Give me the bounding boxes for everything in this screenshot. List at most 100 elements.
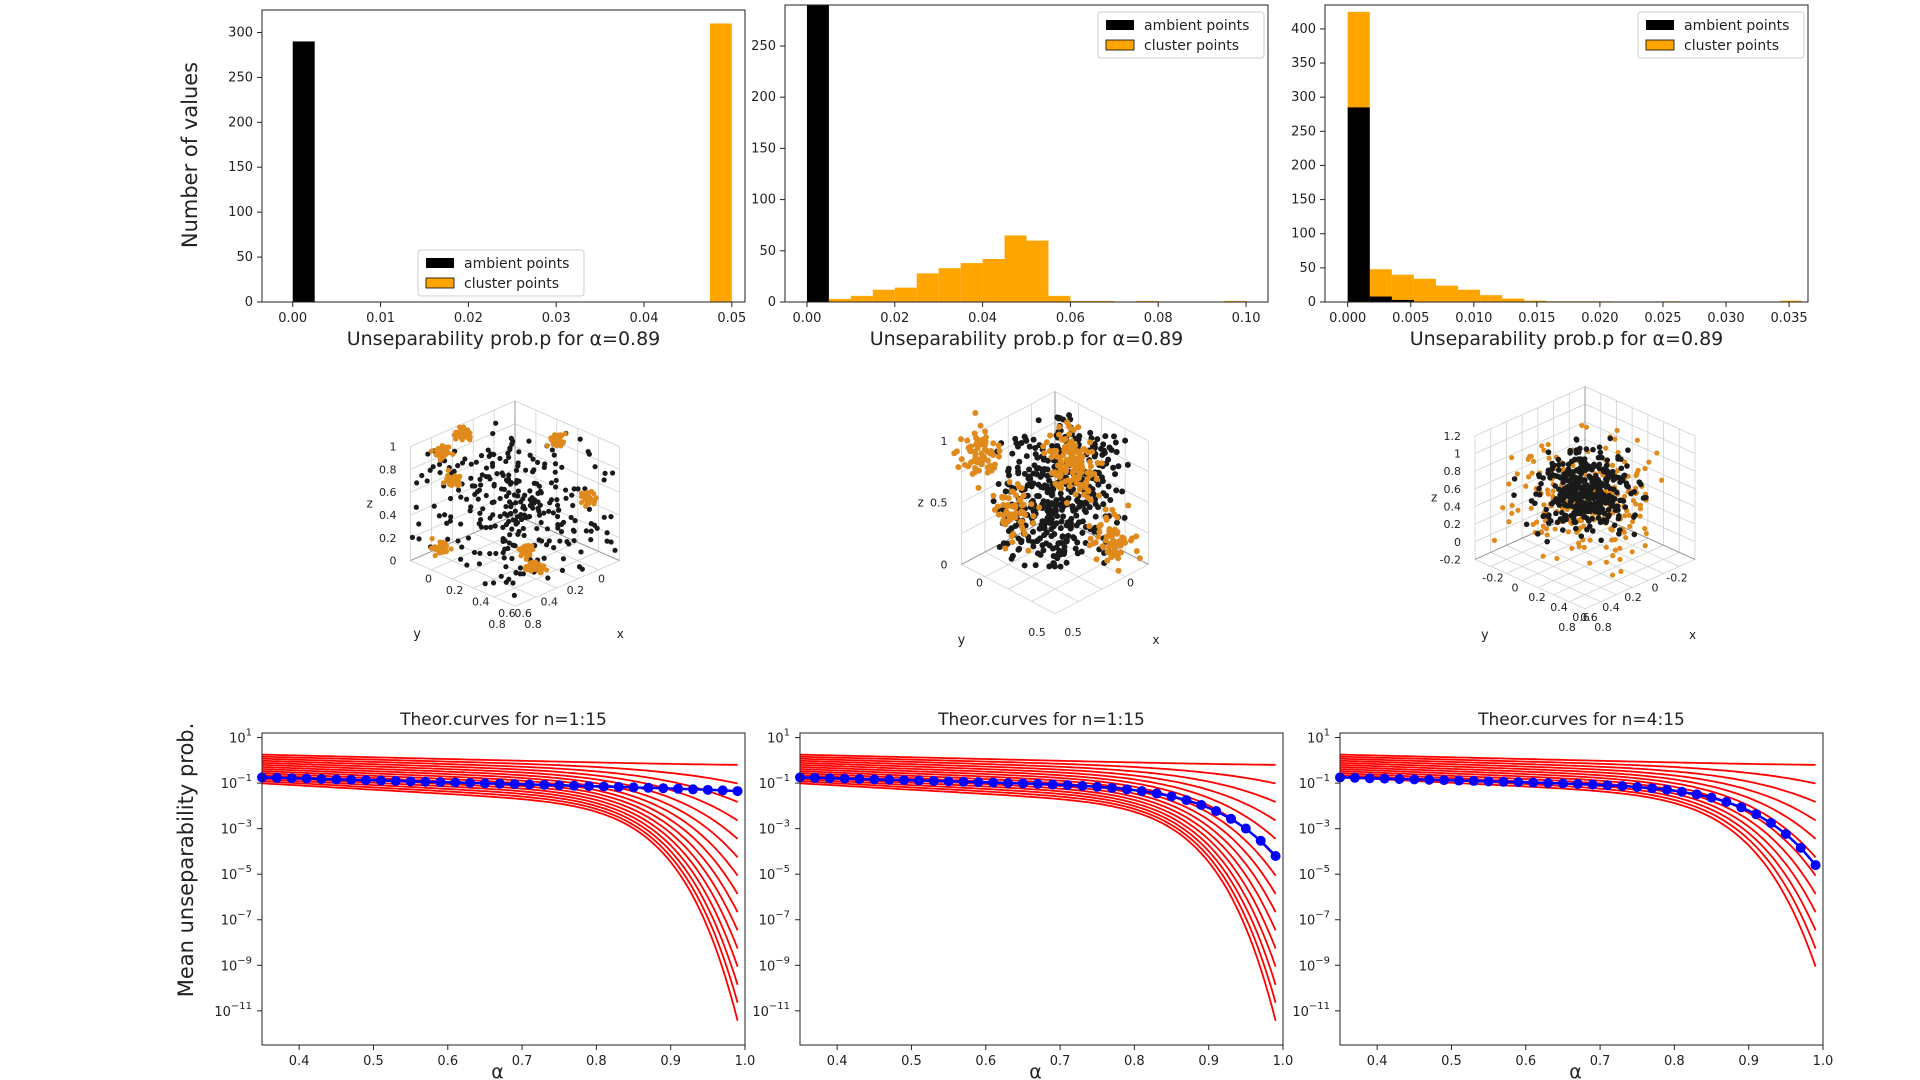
ambient-point (1044, 489, 1051, 496)
empirical-point (928, 775, 939, 786)
grid-line (1054, 564, 1149, 615)
ambient-point (544, 542, 550, 548)
ambient-point (448, 514, 454, 520)
ambient-point (579, 566, 585, 572)
cluster-point (1587, 560, 1593, 566)
ambient-point (1523, 521, 1530, 528)
cluster-point (996, 453, 1003, 460)
ambient-point (534, 481, 540, 487)
ambient-point (527, 452, 533, 458)
y-tick-label: 10−3 (221, 819, 252, 838)
cluster-point (974, 445, 981, 452)
scatter3d-3: 1.210.80.60.40.20-0.2-0.200.20.40.60.8-0… (1431, 386, 1696, 643)
ambient-point (552, 484, 559, 490)
ambient-point (416, 521, 422, 527)
ambient-point (1547, 474, 1553, 481)
ambient-point (483, 524, 489, 531)
cluster-point (1056, 473, 1063, 480)
cluster-point (1106, 527, 1113, 534)
ambient-point (1561, 493, 1568, 500)
ambient-point (1606, 512, 1612, 519)
empirical-point (271, 772, 282, 783)
ambient-point (1021, 470, 1028, 477)
ambient-point (1631, 531, 1638, 538)
empirical-point (405, 776, 416, 787)
ambient-point (1559, 509, 1565, 516)
y-tick-label: 10−1 (759, 773, 790, 792)
ambient-point (541, 555, 547, 561)
ambient-point (548, 480, 555, 486)
ambient-point (471, 549, 478, 556)
cluster-point (964, 437, 971, 444)
ambient-point (1511, 476, 1518, 482)
x-tick-label: 0.2 (1528, 591, 1546, 604)
empirical-point (435, 777, 446, 788)
ambient-point (608, 514, 614, 520)
ambient-point (1603, 476, 1609, 483)
ambient-point (526, 438, 532, 444)
ambient-point (1041, 532, 1048, 539)
ambient-point (1603, 483, 1610, 490)
cluster-point (982, 428, 989, 435)
ambient-point (1063, 559, 1070, 566)
empirical-point (1557, 778, 1568, 789)
ambient-point (1636, 479, 1643, 485)
ambient-point (1030, 480, 1037, 487)
x-tick-label: 0.6 (975, 1054, 996, 1069)
cluster-point (1565, 529, 1571, 535)
y-tick-base: 10 (759, 959, 776, 974)
legend-label-cluster: cluster points (1144, 38, 1239, 54)
y-tick-exp: −1 (775, 773, 790, 784)
empirical-point (1765, 817, 1776, 828)
ambient-point (1589, 515, 1595, 522)
y-tick-label: 0 (1127, 576, 1134, 589)
ambient-point (1094, 436, 1101, 443)
x-tick-label: 0.7 (1050, 1054, 1071, 1069)
x-tick-label: 0.4 (1367, 1054, 1388, 1069)
y-tick-exp: −1 (1315, 773, 1330, 784)
theory-curve (261, 766, 739, 877)
ambient-point (1551, 462, 1557, 468)
empirical-point (1513, 777, 1524, 788)
cluster-point (1064, 419, 1071, 426)
legend-label-cluster: cluster points (1684, 38, 1779, 54)
ambient-point (546, 538, 552, 544)
y-tick-label: 10−9 (759, 955, 790, 974)
cluster-point (1006, 478, 1013, 485)
y-tick-label: 400 (1291, 22, 1316, 37)
empirical-point (1003, 777, 1014, 788)
ambient-point (1564, 469, 1570, 475)
ambient-point (1548, 500, 1555, 507)
y-tick-label: 50 (236, 250, 253, 265)
cluster-point (1075, 424, 1082, 431)
x-tick-label: 0.9 (1198, 1054, 1219, 1069)
y-tick-label: 10−11 (214, 1001, 252, 1020)
ambient-point (552, 461, 559, 467)
ambient-point (1511, 492, 1517, 498)
ambient-point (1009, 552, 1016, 559)
cluster-point (1056, 431, 1063, 438)
cluster-point (1080, 491, 1087, 498)
cluster-point (1603, 544, 1609, 550)
ambient-point (1057, 501, 1064, 508)
ambient-point (1573, 525, 1579, 532)
grid-line (1474, 403, 1586, 454)
ambient-point (517, 565, 524, 571)
ambient-point (1030, 436, 1037, 443)
ambient-point (1631, 489, 1638, 495)
ambient-point (1599, 506, 1606, 512)
ambient-point (489, 460, 496, 466)
ambient-point (473, 459, 479, 465)
z-tick-label: 0.4 (379, 509, 397, 522)
cluster-point (593, 495, 599, 501)
ambient-point (544, 526, 551, 532)
plot-title: Theor.curves for n=1:15 (399, 710, 607, 730)
y-tick-label: 101 (1307, 728, 1330, 747)
cluster-point (953, 448, 960, 455)
y-tick-base: 10 (221, 959, 238, 974)
y-tick-base: 10 (759, 777, 776, 792)
cluster-point (1002, 545, 1009, 552)
grid-line (1584, 559, 1696, 610)
ambient-point (555, 525, 561, 531)
empirical-point (1166, 791, 1177, 802)
